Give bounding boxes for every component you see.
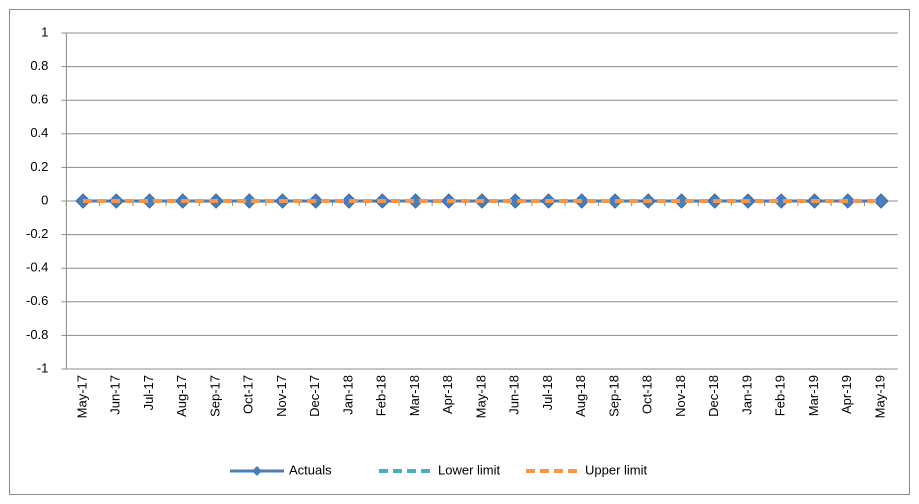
- x-tick-label: Dec-17: [307, 375, 322, 417]
- marker: [407, 193, 424, 209]
- x-tick-label: Jun-18: [507, 375, 522, 415]
- marker: [673, 193, 690, 209]
- x-tick-label: Aug-17: [174, 375, 189, 417]
- x-tick-label: Jul-18: [540, 375, 555, 410]
- x-tick-label: Nov-18: [673, 375, 688, 417]
- y-tick-label: -0.4: [26, 260, 48, 275]
- x-tick-label: May-17: [74, 375, 89, 418]
- x-tick-label: Sep-18: [606, 375, 621, 417]
- y-tick-label: -1: [37, 360, 49, 375]
- y-tick-label: -0.6: [26, 293, 48, 308]
- x-tick-label: May-18: [473, 375, 488, 418]
- y-tick-label: -0.8: [26, 327, 48, 342]
- chart-border: [9, 9, 910, 495]
- x-tick-label: Nov-17: [274, 375, 289, 417]
- legend-label: Upper limit: [585, 462, 648, 477]
- marker: [773, 193, 789, 209]
- x-tick-label: Jan-18: [340, 375, 355, 415]
- x-tick-label: May-19: [872, 375, 887, 418]
- x-tick-label: Jul-17: [141, 375, 156, 410]
- legend-marker: [252, 466, 262, 476]
- y-tick-label: 0.4: [30, 125, 48, 140]
- marker: [241, 193, 257, 209]
- x-tick-label: Jun-17: [108, 375, 123, 415]
- x-tick-label: Apr-18: [440, 375, 455, 414]
- x-tick-label: Jan-19: [739, 375, 754, 415]
- x-tick-label: Mar-19: [806, 375, 821, 416]
- legend-label: Lower limit: [438, 462, 501, 477]
- x-tick-label: Aug-18: [573, 375, 588, 417]
- x-tick-label: Feb-19: [773, 375, 788, 416]
- marker: [873, 193, 889, 209]
- y-tick-label: 0: [41, 192, 48, 207]
- x-tick-label: Apr-19: [839, 375, 854, 414]
- x-tick-label: Sep-17: [207, 375, 222, 417]
- y-tick-label: 0.2: [30, 159, 48, 174]
- y-tick-label: -0.2: [26, 226, 48, 241]
- marker: [507, 193, 523, 209]
- x-tick-label: Feb-18: [374, 375, 389, 416]
- x-tick-label: Mar-18: [407, 375, 422, 416]
- x-tick-label: Oct-18: [640, 375, 655, 414]
- y-tick-label: 0.8: [30, 58, 48, 73]
- x-tick-label: Oct-17: [241, 375, 256, 414]
- legend-label: Actuals: [289, 462, 332, 477]
- y-tick-label: 0.6: [30, 92, 48, 107]
- y-tick-label: 1: [41, 24, 48, 39]
- marker: [141, 193, 158, 209]
- x-tick-label: Dec-18: [706, 375, 721, 417]
